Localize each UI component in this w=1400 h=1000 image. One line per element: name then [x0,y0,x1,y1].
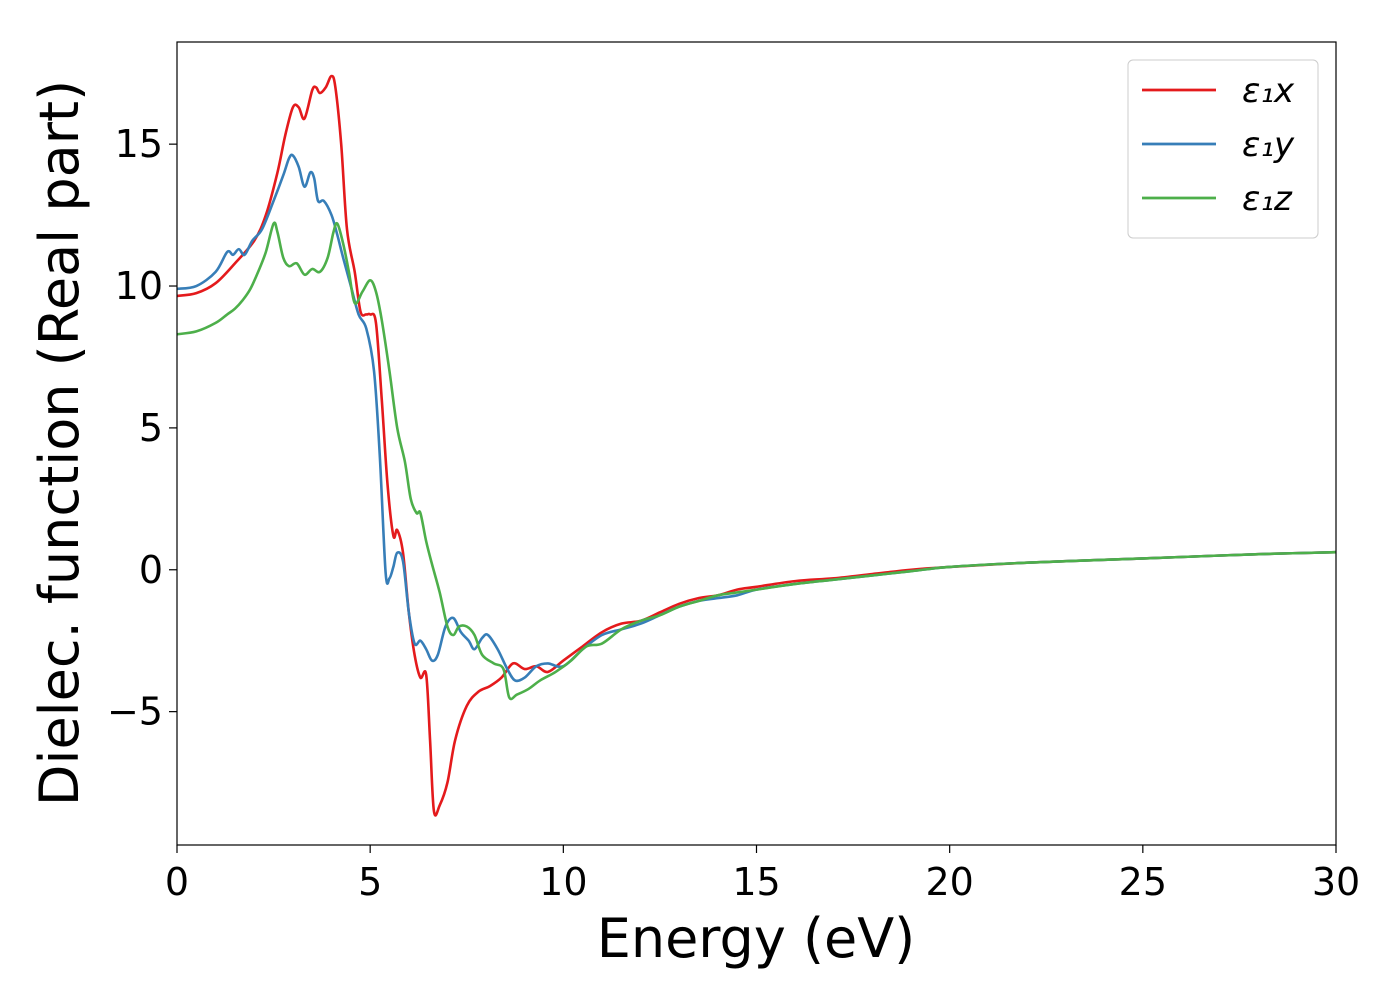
x-axis-label: Energy (eV) [597,907,916,970]
legend-label-eps1x: ε₁x [1242,71,1295,111]
legend-label-eps1y: ε₁y [1242,125,1295,165]
x-tick-label: 20 [925,860,973,904]
x-tick-label: 25 [1119,860,1167,904]
y-axis-label: Dielec. function (Real part) [28,80,91,806]
ticks-layer: 0 5 10 15 20 25 30 −5 0 5 10 15 [107,122,1360,904]
x-tick-label: 0 [165,860,189,904]
legend-label-eps1z: ε₁z [1242,179,1293,219]
series-line-eps1z [176,221,1337,701]
x-tick-label: 5 [358,860,382,904]
y-tick-label: 15 [115,122,163,166]
y-tick-label: 10 [115,264,163,308]
y-tick-label: 5 [139,406,163,450]
series-line-eps1x [176,74,1337,817]
y-tick-label: −5 [107,690,163,734]
x-tick-label: 15 [732,860,780,904]
legend: ε₁x ε₁y ε₁z [1127,59,1319,239]
legend-box [1127,59,1319,239]
x-tick-label: 10 [539,860,587,904]
y-tick-label: 0 [139,548,163,592]
series-layer [176,74,1337,817]
x-tick-label: 30 [1312,860,1360,904]
series-line-eps1y [176,153,1337,683]
